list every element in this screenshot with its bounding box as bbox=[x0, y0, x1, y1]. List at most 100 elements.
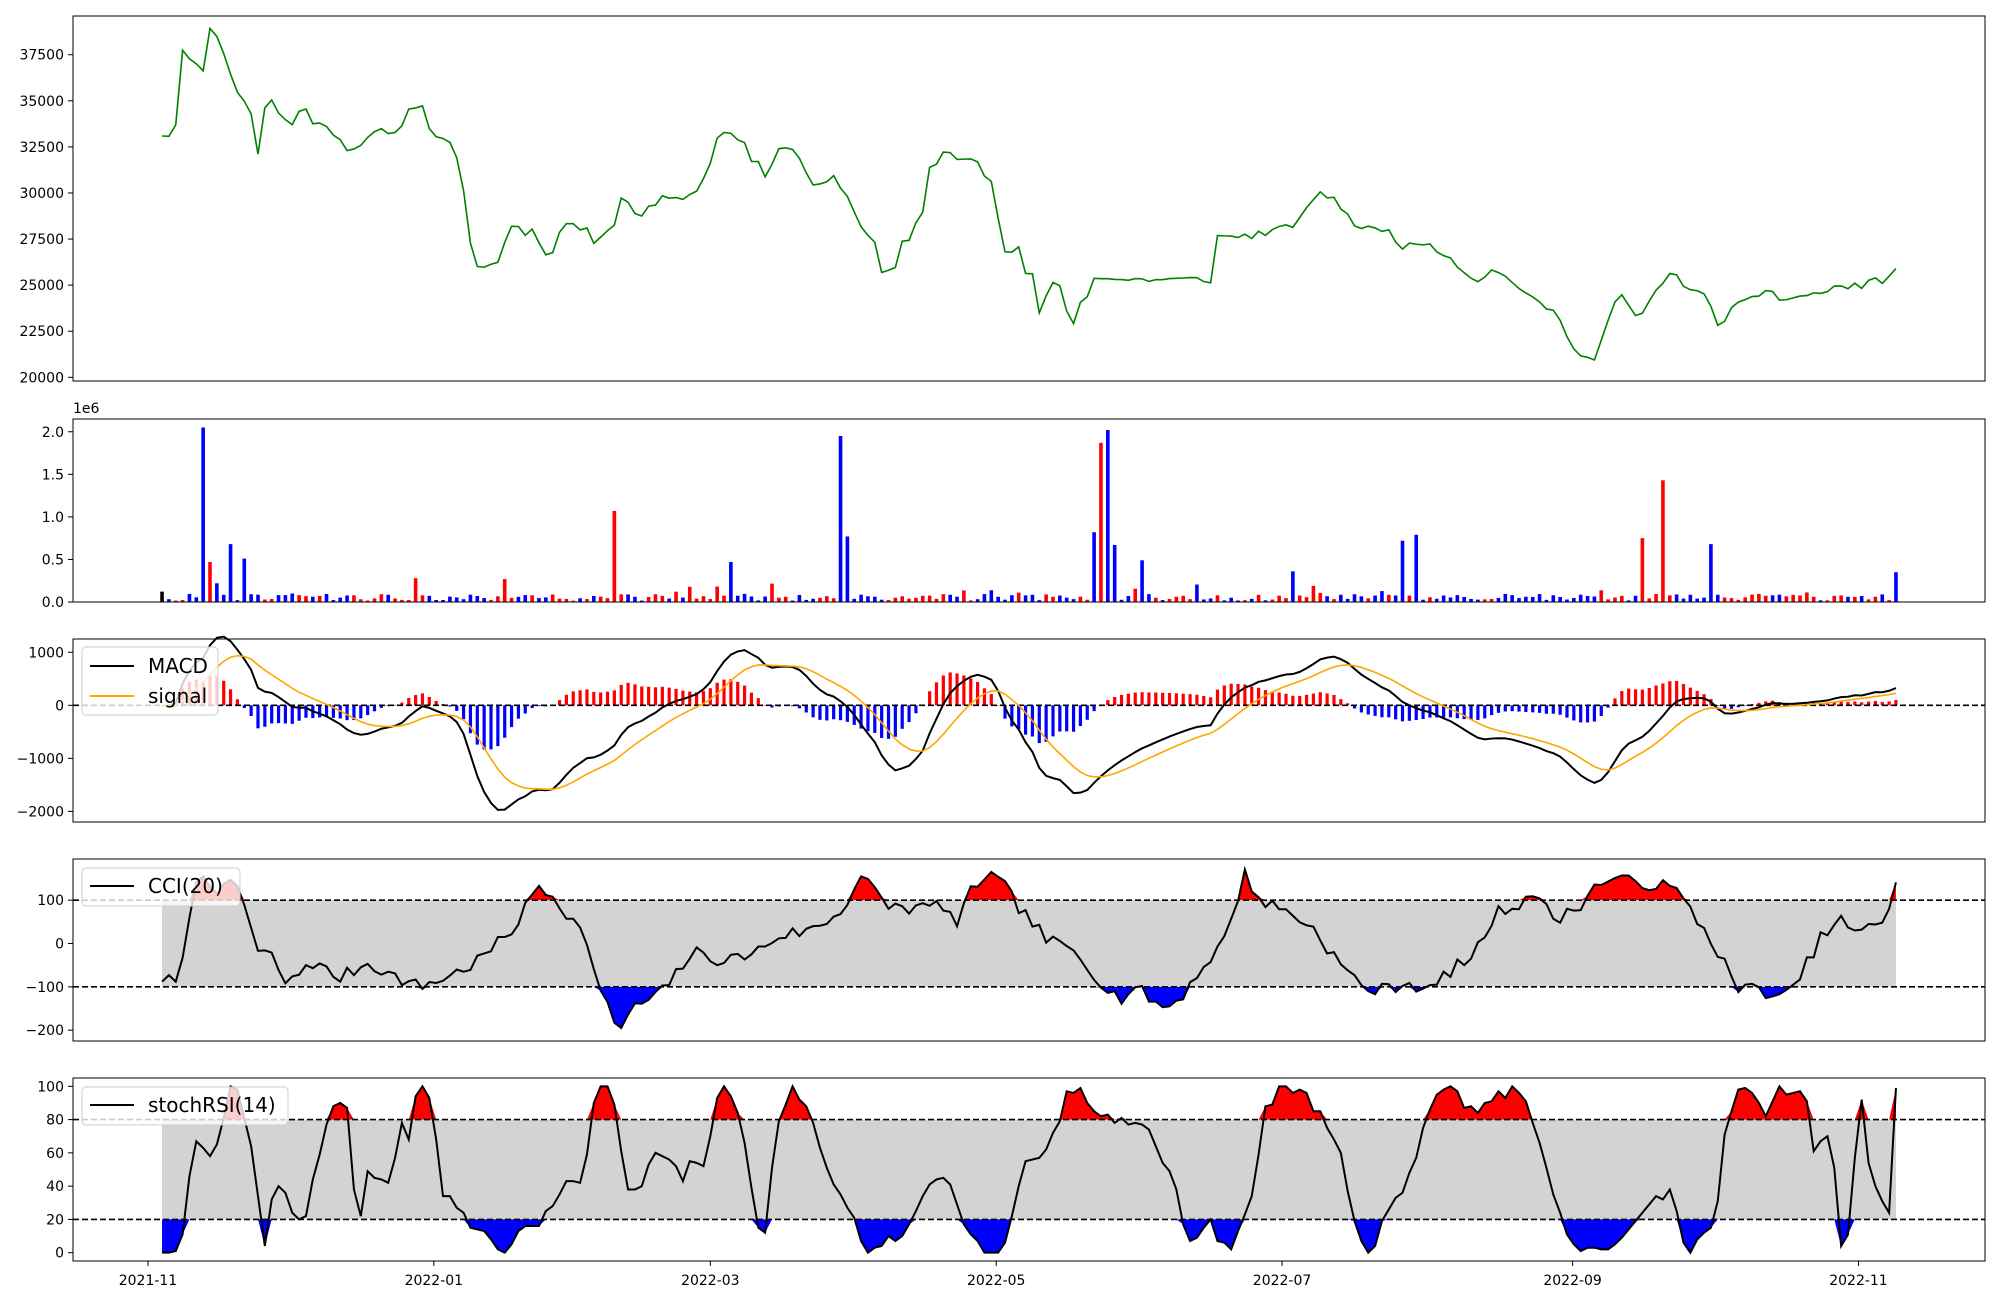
volume-bar bbox=[1599, 590, 1604, 602]
volume-bar bbox=[873, 596, 877, 602]
macd-histogram-bar bbox=[1113, 697, 1117, 706]
macd-histogram-bar bbox=[1325, 693, 1329, 706]
cci-panel: −200 −100 0 100 CCI(20) bbox=[26, 858, 1986, 1042]
volume-bar bbox=[1640, 538, 1645, 602]
volume-bar bbox=[1558, 596, 1562, 602]
macd-histogram-bar bbox=[1023, 705, 1028, 735]
macd-histogram-bar bbox=[1250, 686, 1254, 706]
volume-bar bbox=[1243, 600, 1247, 602]
volume-bar bbox=[1106, 430, 1110, 602]
volume-bar bbox=[1750, 594, 1754, 602]
macd-histogram-bar bbox=[1503, 705, 1507, 712]
macd-histogram-bar bbox=[482, 705, 486, 750]
volume-bar bbox=[201, 427, 205, 602]
macd-histogram-bar bbox=[1394, 705, 1398, 720]
volume-bar bbox=[982, 594, 987, 602]
macd-ytick-label: −2000 bbox=[17, 804, 64, 820]
macd-histogram-bar bbox=[1572, 705, 1576, 721]
macd-histogram-bar bbox=[366, 705, 370, 716]
volume-bar bbox=[1620, 595, 1624, 602]
volume-bar bbox=[345, 595, 349, 602]
price-line-layer bbox=[162, 26, 1897, 362]
volume-bar bbox=[441, 599, 445, 602]
macd-histogram-bar bbox=[283, 705, 287, 724]
volume-bar bbox=[783, 596, 788, 602]
stochrsi-legend-label: stochRSI(14) bbox=[148, 1093, 276, 1117]
macd-histogram-bar bbox=[612, 690, 616, 706]
macd-histogram-bar bbox=[873, 705, 877, 733]
x-tick-label: 2022-09 bbox=[1543, 1273, 1602, 1289]
volume-bar bbox=[1010, 595, 1014, 602]
macd-histogram-bar bbox=[989, 694, 993, 706]
macd-histogram-bar bbox=[1126, 693, 1130, 706]
macd-histogram-bar bbox=[1147, 692, 1151, 706]
macd-histogram-bar bbox=[619, 684, 623, 706]
macd-histogram-bar bbox=[427, 696, 431, 706]
volume-bar bbox=[338, 597, 343, 602]
price-ytick-label: 35000 bbox=[19, 94, 64, 110]
macd-ytick-label: 0 bbox=[55, 698, 64, 714]
volume-bar bbox=[1222, 600, 1227, 602]
macd-histogram-bar bbox=[1263, 690, 1268, 706]
volume-bar bbox=[1592, 596, 1597, 602]
macd-histogram-bar bbox=[1380, 705, 1384, 718]
macd-histogram-bar bbox=[633, 684, 637, 706]
volume-bar bbox=[1434, 598, 1439, 602]
volume-bar bbox=[907, 598, 911, 602]
volume-bar bbox=[358, 599, 363, 602]
macd-histogram-bar bbox=[1339, 699, 1343, 706]
volume-bar bbox=[585, 599, 589, 602]
macd-histogram-bar bbox=[818, 705, 822, 720]
macd-histogram-bar bbox=[1558, 705, 1562, 715]
volume-bar bbox=[413, 578, 418, 602]
macd-histogram-bar bbox=[379, 705, 383, 708]
stochrsi-legend-box bbox=[81, 1086, 289, 1126]
volume-bar bbox=[215, 583, 219, 602]
volume-bar bbox=[996, 596, 1000, 602]
macd-histogram-bar bbox=[1010, 705, 1014, 727]
stochrsi-oversold-fill bbox=[162, 1219, 1896, 1253]
macd-histogram-bar bbox=[1346, 703, 1350, 706]
macd-histogram-bar bbox=[1161, 692, 1165, 706]
volume-y-axis: 0.0 0.5 1.0 1.5 2.0 bbox=[42, 425, 73, 611]
macd-histogram-bar bbox=[1400, 705, 1405, 722]
volume-bar bbox=[544, 597, 548, 602]
macd-histogram-bar bbox=[578, 690, 582, 706]
macd-histogram-bar bbox=[1236, 683, 1240, 706]
volume-bar bbox=[1729, 598, 1734, 602]
volume-bar bbox=[434, 599, 438, 602]
volume-bar bbox=[825, 596, 829, 602]
macd-histogram-bar bbox=[1195, 694, 1199, 706]
volume-bar bbox=[920, 595, 925, 602]
macd-histogram-bar bbox=[1318, 692, 1322, 706]
volume-bar bbox=[1661, 480, 1665, 602]
volume-ytick-label: 1.0 bbox=[42, 510, 64, 526]
volume-bar bbox=[1448, 597, 1453, 602]
volume-bar bbox=[1332, 599, 1336, 602]
volume-bar bbox=[1181, 595, 1185, 602]
volume-bar bbox=[1160, 600, 1165, 602]
macd-histogram-bar bbox=[318, 705, 322, 718]
volume-bar bbox=[1085, 599, 1090, 602]
macd-layer bbox=[73, 635, 1985, 811]
macd-histogram-bar bbox=[1435, 705, 1439, 718]
x-tick-label: 2022-11 bbox=[1829, 1273, 1888, 1289]
macd-histogram-bar bbox=[1140, 692, 1144, 706]
macd-histogram-bar bbox=[962, 675, 966, 706]
volume-bar bbox=[1147, 594, 1151, 602]
macd-histogram-bar bbox=[1202, 696, 1206, 706]
volume-bar bbox=[900, 596, 905, 602]
macd-histogram-bar bbox=[701, 691, 706, 706]
macd-histogram-bar bbox=[571, 691, 575, 706]
volume-bar bbox=[1551, 595, 1556, 602]
macd-histogram-bar bbox=[804, 705, 808, 713]
macd-histogram-bar bbox=[763, 705, 767, 706]
macd-histogram-bar bbox=[996, 705, 1000, 706]
macd-histogram-bar bbox=[653, 687, 658, 706]
macd-histogram-bar bbox=[1894, 700, 1898, 706]
volume-bar bbox=[749, 596, 754, 602]
volume-bar bbox=[1709, 544, 1713, 602]
volume-bar bbox=[1407, 595, 1412, 602]
volume-bar bbox=[352, 595, 356, 602]
macd-histogram-bar bbox=[1716, 705, 1720, 706]
